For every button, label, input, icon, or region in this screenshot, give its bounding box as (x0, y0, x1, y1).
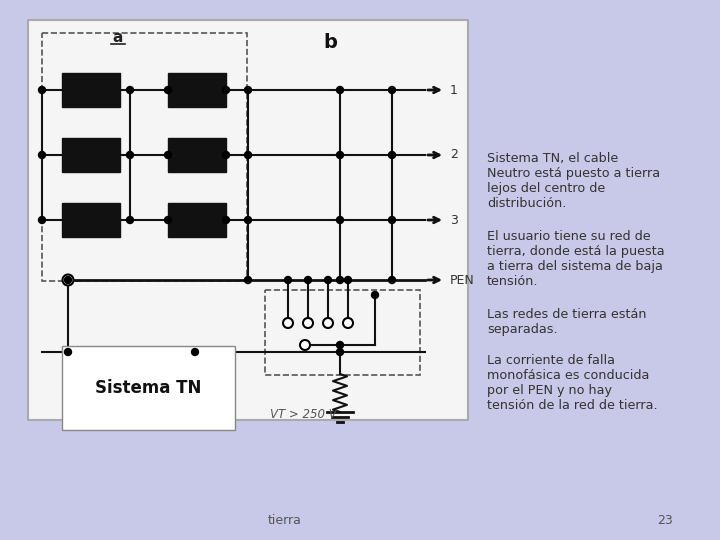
Circle shape (245, 217, 251, 224)
Circle shape (245, 152, 251, 159)
Circle shape (245, 86, 251, 93)
Circle shape (283, 318, 293, 328)
Circle shape (164, 86, 171, 93)
Circle shape (344, 276, 351, 284)
Circle shape (164, 152, 171, 159)
Circle shape (222, 152, 230, 159)
Circle shape (38, 86, 45, 93)
Circle shape (65, 276, 71, 284)
Circle shape (336, 217, 343, 224)
Text: 1: 1 (450, 84, 458, 97)
Circle shape (336, 348, 343, 355)
Circle shape (38, 217, 45, 224)
Circle shape (336, 341, 343, 348)
Text: La corriente de falla
monofásica es conducida
por el PEN y no hay
tensión de la : La corriente de falla monofásica es cond… (487, 354, 657, 412)
Bar (168, 73, 226, 107)
Circle shape (323, 318, 333, 328)
Bar (265, 290, 420, 375)
Circle shape (164, 217, 171, 224)
Bar (28, 20, 468, 420)
Circle shape (343, 318, 353, 328)
Circle shape (389, 276, 395, 284)
Bar (62, 138, 120, 172)
Text: a: a (113, 30, 123, 45)
Circle shape (389, 152, 395, 159)
Bar (168, 138, 226, 172)
Text: Sistema TN: Sistema TN (95, 379, 202, 397)
Circle shape (336, 152, 343, 159)
Circle shape (284, 276, 292, 284)
Text: 2: 2 (450, 148, 458, 161)
Circle shape (222, 86, 230, 93)
Circle shape (127, 152, 133, 159)
Text: 23: 23 (657, 514, 673, 526)
Circle shape (389, 217, 395, 224)
Text: Sistema TN, el cable
Neutro está puesto a tierra
lejos del centro de
distribució: Sistema TN, el cable Neutro está puesto … (487, 152, 660, 210)
Text: Las redes de tierra están
separadas.: Las redes de tierra están separadas. (487, 308, 647, 336)
Text: b: b (323, 32, 337, 51)
Circle shape (38, 152, 45, 159)
Circle shape (336, 276, 343, 284)
Text: El usuario tiene su red de
tierra, donde está la puesta
a tierra del sistema de : El usuario tiene su red de tierra, donde… (487, 230, 665, 288)
Circle shape (65, 348, 71, 355)
Circle shape (127, 86, 133, 93)
Circle shape (127, 217, 133, 224)
Bar (62, 73, 120, 107)
Circle shape (325, 276, 331, 284)
Text: VT > 250 V: VT > 250 V (270, 408, 337, 422)
Bar (42, 33, 247, 281)
Circle shape (222, 217, 230, 224)
Circle shape (192, 348, 199, 355)
Bar (168, 203, 226, 237)
Circle shape (389, 86, 395, 93)
Circle shape (303, 318, 313, 328)
Text: tierra: tierra (268, 514, 302, 526)
Bar (62, 203, 120, 237)
Circle shape (336, 86, 343, 93)
Circle shape (245, 276, 251, 284)
Text: 3: 3 (450, 213, 458, 226)
Circle shape (372, 292, 379, 299)
Circle shape (300, 340, 310, 350)
Circle shape (305, 276, 312, 284)
Text: PEN: PEN (450, 273, 474, 287)
Circle shape (63, 274, 73, 286)
